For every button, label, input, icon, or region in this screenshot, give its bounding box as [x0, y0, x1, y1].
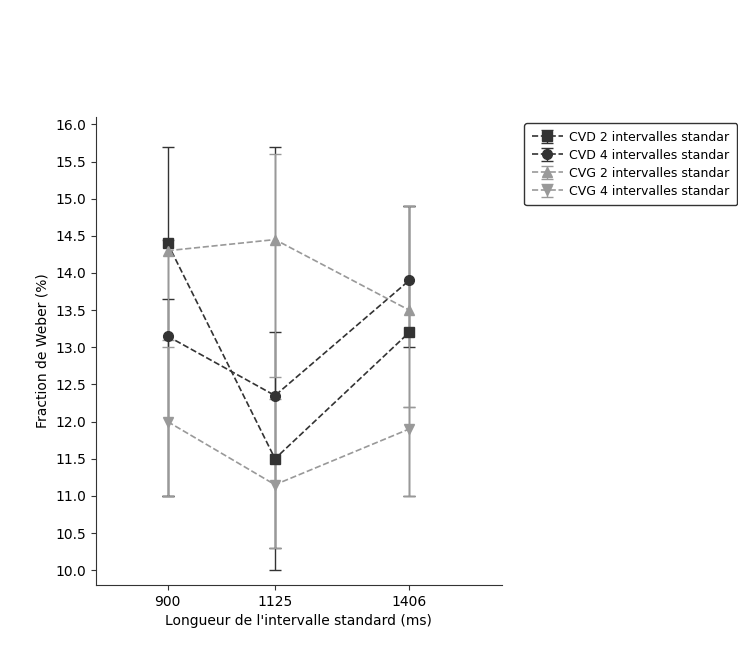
- Y-axis label: Fraction de Weber (%): Fraction de Weber (%): [35, 274, 49, 428]
- X-axis label: Longueur de l'intervalle standard (ms): Longueur de l'intervalle standard (ms): [165, 614, 432, 629]
- Legend: CVD 2 intervalles standar, CVD 4 intervalles standar, CVG 2 intervalles standar,: CVD 2 intervalles standar, CVD 4 interva…: [524, 124, 737, 205]
